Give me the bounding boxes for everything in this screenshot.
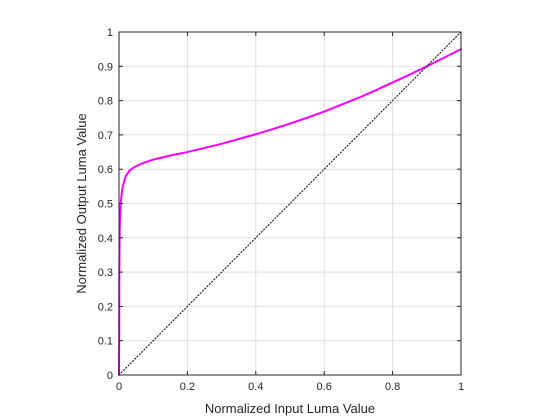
ticks	[118, 31, 462, 376]
y-tick-label: 0.7	[98, 130, 113, 142]
x-tick-label: 0.4	[248, 381, 263, 393]
y-tick-label: 0.4	[98, 233, 113, 245]
series-layer	[118, 31, 462, 376]
y-tick-label: 0.8	[98, 96, 113, 108]
x-tick-label: 0.2	[180, 381, 195, 393]
x-axis-label: Normalized Input Luma Value	[205, 401, 375, 416]
y-tick-label: 0.1	[98, 336, 113, 348]
y-tick-label: 0	[107, 370, 113, 382]
y-tick-label: 0.6	[98, 164, 113, 176]
y-tick-label: 0.3	[98, 267, 113, 279]
y-tick-label: 0.5	[98, 199, 113, 211]
x-tick-label: 0.6	[317, 381, 332, 393]
x-tick-label: 0.8	[385, 381, 400, 393]
y-tick-label: 0.2	[98, 301, 113, 313]
x-tick-label: 0	[116, 381, 122, 393]
y-tick-label: 1	[107, 27, 113, 39]
y-axis-label: Normalized Output Luma Value	[74, 113, 89, 293]
luma-mapping-curve	[118, 48, 462, 376]
identity-reference-line	[118, 31, 462, 376]
tick-labels: 0 0.2 0.4 0.6 0.8 1 0 0.1 0.2 0.3 0.4 0.5 0.6 0.7 0.8 0…	[98, 27, 464, 393]
y-tick-label: 0.9	[98, 61, 113, 73]
x-tick-label: 1	[458, 381, 464, 393]
plot-area: 0 0.2 0.4 0.6 0.8 1 0 0.1 0.2 0.3 0.4 0.5 0.6 0.7 0.8 0…	[98, 27, 464, 393]
